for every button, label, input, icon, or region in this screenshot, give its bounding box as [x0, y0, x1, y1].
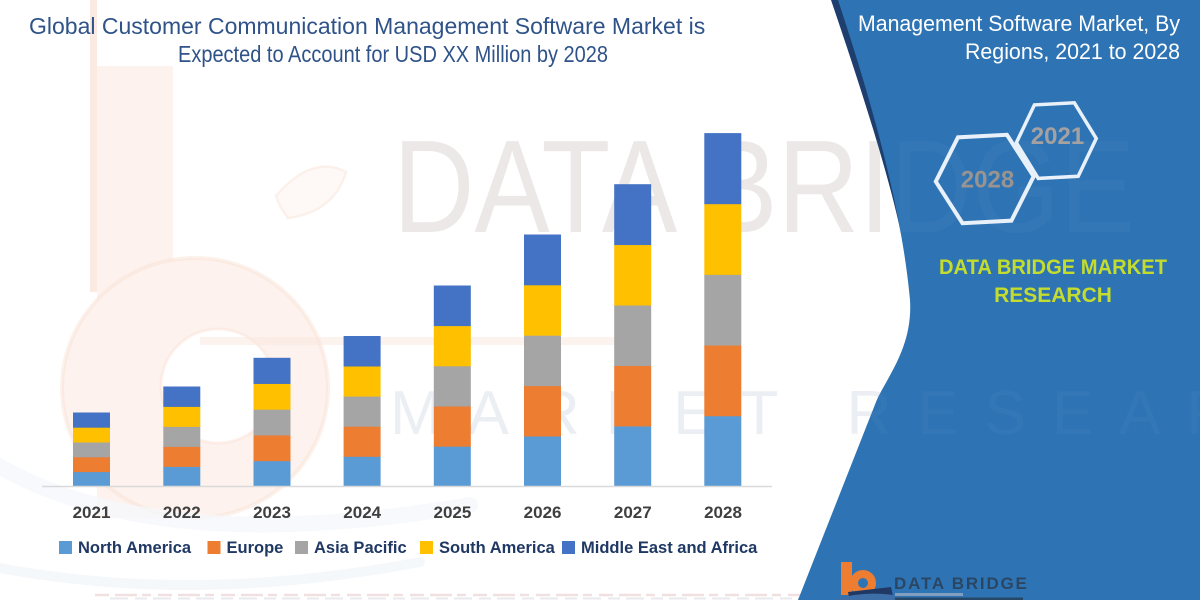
- svg-text:Regions, 2021 to 2028: Regions, 2021 to 2028: [965, 39, 1180, 64]
- svg-text:DATA BRIDGE: DATA BRIDGE: [393, 113, 1135, 260]
- svg-text:2021: 2021: [73, 503, 111, 522]
- svg-text:Expected to Account for USD XX: Expected to Account for USD XX Million b…: [178, 41, 608, 67]
- svg-text:Europe: Europe: [227, 539, 284, 557]
- svg-text:2026: 2026: [524, 503, 562, 522]
- svg-text:2025: 2025: [433, 503, 471, 522]
- svg-text:South America: South America: [439, 539, 556, 557]
- svg-text:DATA BRIDGE: DATA BRIDGE: [894, 574, 1029, 593]
- svg-text:Asia Pacific: Asia Pacific: [314, 539, 407, 557]
- svg-text:2028: 2028: [961, 167, 1014, 194]
- svg-text:RESEARCH: RESEARCH: [994, 284, 1112, 307]
- svg-text:DATA BRIDGE MARKET: DATA BRIDGE MARKET: [939, 256, 1167, 279]
- svg-text:2027: 2027: [614, 503, 652, 522]
- svg-text:North America: North America: [78, 539, 192, 557]
- svg-text:Global Customer Communication: Global Customer Communication Management…: [29, 13, 705, 39]
- svg-text:2024: 2024: [343, 503, 381, 522]
- svg-text:2028: 2028: [704, 503, 742, 522]
- svg-text:Middle East and Africa: Middle East and Africa: [581, 539, 758, 557]
- svg-text:MARKET RESEARCH: MARKET RESEARCH: [390, 379, 1200, 448]
- svg-text:2021: 2021: [1031, 123, 1084, 150]
- svg-text:Management Software Market, By: Management Software Market, By: [858, 11, 1180, 36]
- svg-text:2023: 2023: [253, 503, 291, 522]
- svg-text:2022: 2022: [163, 503, 201, 522]
